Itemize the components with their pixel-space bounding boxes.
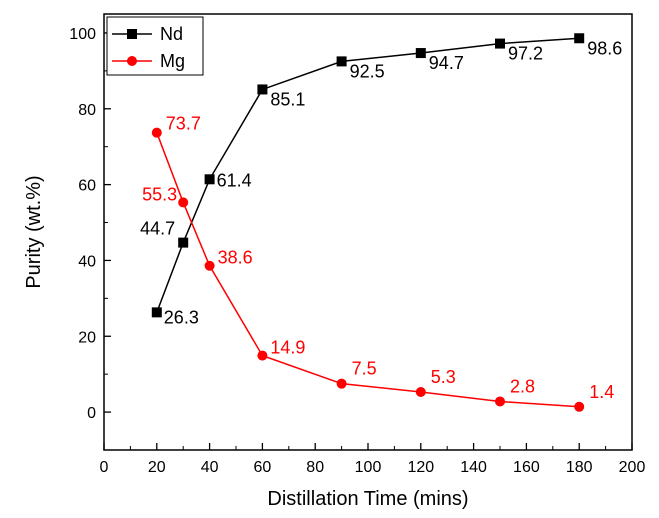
legend-marker-mg (127, 56, 137, 66)
y-tick-label: 100 (69, 26, 96, 43)
point-mg (204, 260, 215, 271)
point-mg (495, 396, 505, 407)
x-tick-label: 140 (460, 459, 487, 476)
data-label-mg: 1.4 (589, 382, 614, 402)
data-label-nd: 97.2 (508, 44, 543, 64)
series-line-mg (156, 132, 580, 408)
point-mg (336, 378, 347, 389)
data-label-nd: 44.7 (140, 219, 175, 239)
y-tick-label: 0 (87, 405, 96, 422)
y-tick-label: 60 (78, 178, 96, 195)
data-label-nd: 98.6 (587, 38, 622, 58)
point-nd (336, 56, 347, 67)
legend-label-mg: Mg (160, 51, 185, 71)
data-label-nd: 61.4 (217, 170, 252, 190)
data-label-mg: 55.3 (142, 184, 177, 204)
point-mg (257, 350, 268, 361)
x-tick-label: 200 (619, 459, 646, 476)
y-axis-title: Purity (wt.%) (23, 175, 45, 288)
point-mg (151, 127, 162, 138)
point-nd (574, 33, 585, 44)
data-label-mg: 14.9 (270, 338, 305, 358)
legend-box (106, 16, 204, 76)
data-label-nd: 92.5 (350, 61, 385, 81)
x-tick-label: 60 (254, 459, 272, 476)
x-tick-label: 100 (355, 459, 382, 476)
data-label-mg: 5.3 (431, 367, 456, 387)
x-tick-label: 160 (513, 459, 540, 476)
point-nd (204, 174, 215, 185)
legend-marker-nd (127, 29, 137, 39)
y-tick-label: 40 (78, 253, 96, 270)
legend: Nd Mg (106, 16, 204, 76)
x-axis: 0 20 40 60 80 100 120 140 160 180 200 (100, 443, 646, 476)
y-axis: 0 20 40 60 80 100 (69, 26, 111, 451)
point-nd (178, 237, 189, 248)
point-nd (415, 48, 426, 59)
data-labels: 26.3 44.7 61.4 85.1 92.5 94.7 97.2 98.6 73.7 55.3… (140, 38, 622, 402)
data-label-nd: 85.1 (270, 89, 305, 109)
x-tick-label: 20 (148, 459, 166, 476)
point-nd (151, 307, 162, 318)
data-label-mg: 38.6 (218, 248, 253, 268)
point-nd (495, 38, 505, 49)
data-label-nd: 26.3 (164, 307, 199, 327)
x-tick-label: 80 (306, 459, 324, 476)
data-label-mg: 7.5 (352, 359, 377, 379)
data-label-mg: 2.8 (510, 376, 535, 396)
series-layer (151, 33, 585, 412)
point-mg (178, 197, 189, 208)
series-line-nd (156, 37, 580, 313)
y-tick-label: 20 (78, 329, 96, 346)
data-label-mg: 73.7 (166, 114, 201, 134)
point-nd (257, 84, 268, 95)
legend-label-nd: Nd (160, 24, 183, 44)
x-tick-label: 40 (201, 459, 219, 476)
point-mg (574, 401, 585, 412)
x-tick-label: 120 (407, 459, 434, 476)
x-tick-label: 0 (100, 459, 109, 476)
y-tick-label: 80 (78, 102, 96, 119)
data-label-nd: 94.7 (429, 53, 464, 73)
point-mg (415, 386, 426, 397)
x-axis-title: Distillation Time (mins) (267, 488, 468, 510)
x-tick-label: 180 (566, 459, 593, 476)
